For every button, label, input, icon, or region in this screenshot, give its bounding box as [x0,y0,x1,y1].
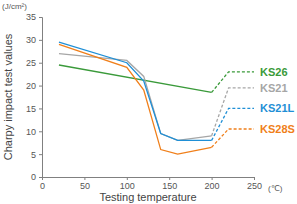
series-line [212,88,254,136]
tick-mark [84,177,85,180]
tick-mark [39,63,42,64]
tick-label: 250 [247,181,262,191]
tick: 100 [120,177,135,191]
tick: 25 [26,58,42,68]
tick-label: 200 [205,181,220,191]
series-label: KS26 [260,66,288,78]
series-line [59,44,212,154]
tick: 150 [162,177,177,191]
tick-label: 100 [120,181,135,191]
series-label: KS21 [260,82,288,94]
y-axis-unit: (J/cm²) [2,2,27,11]
tick-label: 50 [80,181,90,191]
tick: 10 [26,127,42,137]
tick-label: 0 [40,181,45,191]
series-line [212,129,254,147]
tick-mark [212,177,213,180]
tick-label: 10 [26,127,36,137]
tick-label: 25 [26,58,36,68]
series-line [59,54,212,141]
tick-label: 30 [26,35,36,45]
tick-label: 35 [26,12,36,22]
tick: 5 [31,150,42,160]
tick-mark [127,177,128,180]
tick: 0 [40,177,45,191]
axis-line [39,18,43,178]
series-line [212,72,254,93]
tick-label: 15 [26,104,36,114]
axis-line [43,178,255,181]
tick-mark [169,177,170,180]
tick: 20 [26,81,42,91]
tick: 250 [247,177,262,191]
x-axis: 0 50 100 150 200 250 [40,177,262,191]
tick-mark [39,86,42,87]
series-label: KS28S [260,123,295,135]
tick-mark [39,177,42,178]
x-axis-title: Testing temperature [99,191,196,203]
tick: 30 [26,35,42,45]
plot: 0 50 100 150 200 250 0 5 10 15 20 25 30 35 [26,12,262,191]
tick-label: 150 [162,181,177,191]
tick: 0 [31,172,42,182]
series-label: KS21L [260,102,295,114]
tick-label: 5 [31,150,36,160]
series-line [212,108,254,140]
tick: 35 [26,12,42,22]
tick: 50 [80,177,90,191]
lines [59,42,254,154]
tick-label: 0 [31,172,36,182]
series-line [59,42,212,140]
tick-label: 20 [26,81,36,91]
tick-mark [39,154,42,155]
tick-mark [39,131,42,132]
y-axis: 0 5 10 15 20 25 30 35 [26,12,43,182]
chart: 0 50 100 150 200 250 0 5 10 15 20 25 30 35 KS26 KS21 KS2… [0,0,297,204]
tick: 200 [205,177,220,191]
y-axis-title: Charpy impact test values [2,33,14,160]
tick-mark [254,177,255,180]
tick-mark [39,17,42,18]
tick-mark [39,108,42,109]
tick: 15 [26,104,42,114]
tick-mark [39,40,42,41]
x-axis-unit: (℃) [268,184,283,193]
